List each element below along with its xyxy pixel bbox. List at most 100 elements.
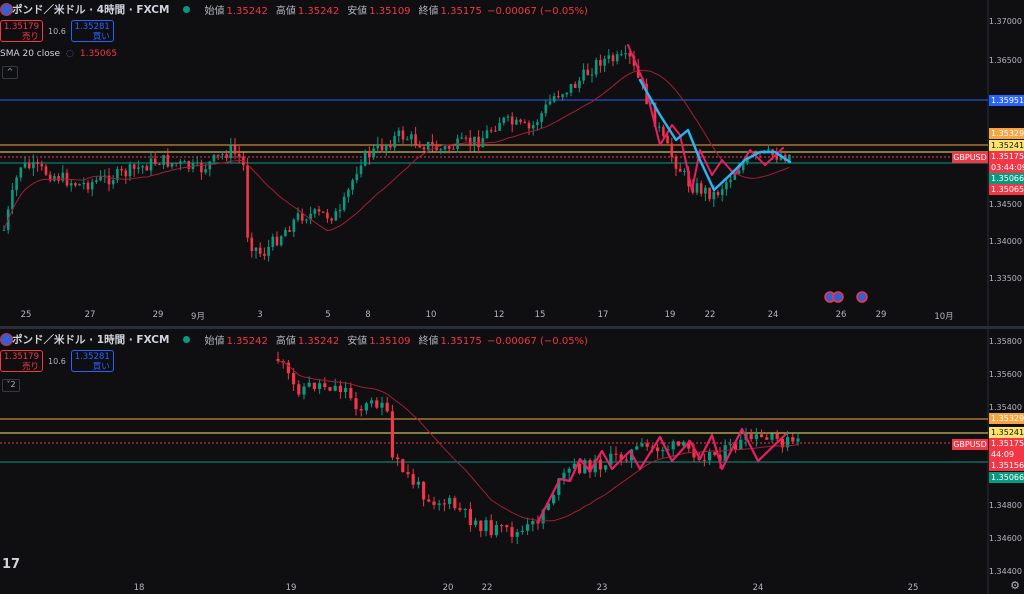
candle-body — [435, 145, 438, 151]
candle-body — [48, 174, 52, 181]
candle-body — [636, 65, 640, 78]
candle-body — [237, 153, 241, 157]
candle-body — [734, 444, 738, 450]
candle-body — [318, 383, 322, 390]
candle-body — [86, 182, 90, 190]
candle-body — [552, 495, 556, 504]
candle-body — [670, 143, 674, 157]
candle-body — [312, 382, 316, 390]
ohlc-low: 安値 1.35109 — [347, 335, 411, 347]
candle-body — [573, 83, 577, 88]
candle-body — [333, 385, 337, 391]
candle-body — [661, 449, 665, 452]
legend-header-1h: ポンド／米ドル · 1時間 · FXCM 始値 1.35242 高値 1.35242… — [0, 330, 588, 348]
chevron-up-icon[interactable]: ^ — [2, 66, 18, 79]
candle-body — [384, 144, 388, 151]
candle-body — [422, 481, 426, 500]
chart-canvas-4h[interactable] — [0, 0, 1024, 326]
price-tag-sma: 1.35065 — [989, 184, 1024, 195]
candle-body — [258, 247, 262, 254]
sell-button[interactable]: 1.35179 売り — [0, 350, 43, 372]
candle-body — [765, 437, 769, 440]
candle-body — [515, 119, 518, 125]
candle-body — [426, 141, 430, 150]
candle-body — [120, 168, 123, 171]
candle-body — [603, 58, 606, 66]
candle-body — [645, 443, 649, 447]
candle-body — [349, 388, 353, 399]
candle-body — [279, 236, 283, 246]
candle-body — [447, 146, 451, 149]
candle-body — [174, 162, 178, 164]
candle-body — [620, 54, 623, 56]
candle-body — [375, 400, 379, 408]
symbol-title[interactable]: ポンド／米ドル · 4時間 · FXCM — [12, 3, 170, 16]
candle-body — [607, 55, 611, 59]
candle-body — [460, 137, 464, 139]
ohlc-high: 高値 1.35242 — [275, 335, 340, 347]
candle-body — [683, 170, 686, 172]
spread-value: 10.6 — [48, 356, 66, 366]
candle-body — [640, 443, 644, 447]
candle-body — [271, 236, 275, 247]
candle-body — [569, 83, 573, 93]
symbol-title[interactable]: ポンド／米ドル · 1時間 · FXCM — [12, 333, 170, 346]
gear-icon[interactable]: ⚙ — [1010, 579, 1020, 592]
chart-pane-1h[interactable]: ポンド／米ドル · 1時間 · FXCM 始値 1.35242 高値 1.35242… — [0, 329, 1024, 594]
candle-body — [541, 510, 545, 524]
candle-body — [489, 520, 493, 536]
candle-body — [628, 53, 632, 57]
candle-body — [666, 135, 669, 144]
candle-body — [305, 219, 308, 221]
candle-body — [204, 169, 207, 173]
candle-body — [657, 126, 661, 128]
candle-body — [702, 459, 706, 461]
candle-body — [124, 170, 128, 177]
candle-body — [396, 457, 400, 460]
candle-body — [718, 454, 722, 461]
candle-body — [788, 154, 791, 161]
zigzag-line-blue — [638, 78, 792, 192]
candle-body — [468, 508, 472, 525]
candle-body — [44, 166, 48, 175]
legend-header-4h: ポンド／米ドル · 4時間 · FXCM 始値 1.35242 高値 1.35242… — [0, 0, 588, 18]
candle-body — [598, 459, 602, 470]
candle-body — [27, 162, 31, 169]
candle-body — [572, 463, 576, 469]
candle-body — [448, 498, 452, 504]
indicators-toggle[interactable]: ˅2 — [2, 379, 20, 392]
candle-body — [418, 144, 422, 148]
candle-body — [453, 498, 457, 509]
chart-canvas-1h[interactable] — [0, 329, 1024, 594]
indicator-settings-icon[interactable]: ◌ — [66, 49, 74, 59]
candle-body — [678, 168, 682, 172]
candle-body — [330, 218, 333, 221]
sell-button[interactable]: 1.35179 売り — [0, 20, 43, 42]
candle-body — [796, 438, 800, 442]
candle-body — [363, 150, 367, 166]
candle-body — [103, 175, 107, 177]
candle-body — [442, 503, 446, 505]
candle-body — [712, 191, 716, 200]
sma-indicator-legend[interactable]: SMA 20 close ◌ 1.35065 — [0, 49, 118, 59]
candle-body — [61, 172, 65, 181]
candle-body — [250, 237, 254, 251]
chevron-down-icon: ˅ — [6, 380, 11, 389]
buy-button[interactable]: 1.35281 買い — [70, 20, 114, 42]
candle-body — [653, 102, 657, 127]
candle-body — [23, 162, 27, 168]
candle-body — [615, 54, 619, 62]
candle-body — [95, 180, 98, 182]
buy-button[interactable]: 1.35281 買い — [70, 350, 114, 372]
chart-pane-4h[interactable]: ポンド／米ドル · 4時間 · FXCM 始値 1.35242 高値 1.35242… — [0, 0, 1024, 326]
candle-body — [342, 196, 346, 210]
tradingview-logo[interactable]: 17 — [2, 557, 21, 572]
candle-body — [468, 137, 472, 145]
price-tag-green-line: 1.35066 — [989, 173, 1024, 184]
price-tag-sma: 1.35156 — [989, 460, 1024, 471]
candle-body — [422, 147, 426, 150]
pane-separator[interactable] — [0, 326, 1024, 329]
flag-icon — [0, 3, 13, 16]
candle-body — [437, 503, 441, 505]
candle-body — [149, 158, 153, 171]
